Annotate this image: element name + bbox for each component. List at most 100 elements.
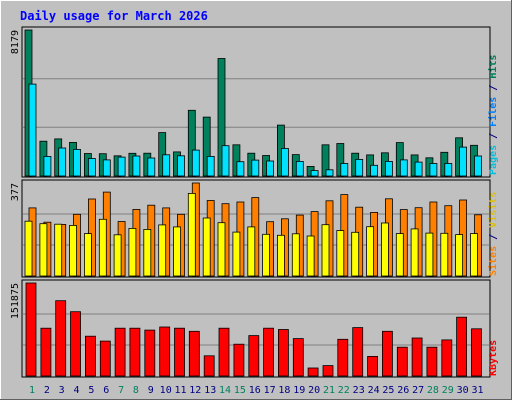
kbytes-bar — [159, 326, 171, 377]
x-axis-day-label: 24 — [368, 385, 380, 396]
files-bar — [177, 155, 185, 177]
files-bar — [221, 145, 230, 177]
files-bar — [399, 159, 408, 177]
visits-bar — [470, 233, 478, 277]
kbytes-panel-legend: KBytes — [488, 340, 499, 376]
kbytes-bar — [70, 311, 81, 377]
files-bar — [43, 155, 52, 177]
kbytes-bar — [456, 316, 468, 377]
x-axis-day-label: 20 — [308, 385, 320, 396]
files-bar — [191, 149, 200, 177]
files-bar — [459, 146, 468, 177]
x-axis-day-label: 29 — [442, 385, 454, 396]
kbytes-bar — [441, 339, 453, 377]
visits-bar — [98, 218, 107, 277]
kbytes-bar — [40, 327, 52, 377]
legend-hits: Hits — [487, 55, 499, 79]
kbytes-bar — [114, 327, 126, 377]
x-axis-day-label: 14 — [219, 385, 231, 396]
x-axis-day-label: 27 — [412, 385, 424, 396]
x-axis-day-label: 2 — [44, 385, 50, 396]
visits-bar — [455, 234, 464, 277]
files-bar — [58, 147, 67, 177]
kbytes-bar — [322, 365, 334, 377]
kbytes-bar — [203, 355, 215, 377]
visits-series-bars — [24, 192, 478, 277]
visits-bar — [173, 226, 181, 277]
kbytes-series-bars — [25, 282, 482, 377]
files-bar — [73, 148, 81, 177]
visits-bar — [54, 223, 63, 277]
legend-sep-1: / — [488, 127, 499, 145]
kbytes-bar — [55, 300, 67, 377]
visits-bar — [24, 220, 33, 277]
legend-visits: Visits — [487, 192, 499, 228]
x-axis-day-label: 18 — [278, 385, 290, 396]
files-bar — [310, 170, 319, 177]
kbytes-bar — [25, 282, 37, 377]
kbytes-bar — [263, 327, 275, 377]
hits-bar — [321, 144, 330, 177]
files-bar — [444, 163, 453, 177]
files-bar — [132, 155, 141, 177]
kbytes-bar — [426, 346, 438, 377]
x-axis-day-label: 23 — [353, 385, 365, 396]
files-bar — [340, 163, 349, 177]
files-bar — [370, 164, 379, 177]
kbytes-bar — [352, 327, 364, 377]
visits-panel-max-label: 377 — [10, 183, 21, 201]
x-axis-day-label: 8 — [133, 385, 139, 396]
files-bar — [206, 155, 215, 177]
files-bar — [28, 83, 37, 177]
visits-bar — [321, 224, 330, 277]
hits-bar — [202, 116, 211, 177]
kbytes-panel-frame — [21, 279, 491, 378]
kbytes-bar — [218, 327, 230, 377]
visits-bar — [84, 233, 92, 277]
x-axis-day-label: 6 — [103, 385, 109, 396]
x-axis-day-label: 7 — [118, 385, 124, 396]
kbytes-bar — [471, 328, 482, 377]
sites-series-bars — [28, 182, 482, 277]
files-series-bars — [28, 83, 482, 177]
x-axis-day-label: 10 — [160, 385, 172, 396]
visits-bar — [276, 234, 285, 277]
hits-bar — [232, 144, 241, 177]
visits-bar — [291, 233, 300, 277]
files-bar — [280, 148, 289, 177]
files-bar — [414, 161, 423, 177]
kbytes-bar — [233, 343, 245, 377]
files-bar — [162, 154, 171, 177]
x-axis-day-label: 30 — [457, 385, 469, 396]
visits-bar — [395, 233, 404, 277]
kbytes-bar — [144, 329, 156, 377]
kbytes-bar — [396, 346, 408, 377]
x-axis-day-label: 21 — [323, 385, 335, 396]
visits-bar — [232, 231, 241, 277]
hits-bar — [395, 142, 404, 177]
files-bar — [251, 159, 260, 177]
visits-bar — [306, 235, 315, 277]
legend-files: Files — [487, 97, 499, 127]
legend-sites: Sites — [487, 246, 499, 276]
x-axis-day-label: 26 — [397, 385, 409, 396]
visits-bar — [217, 222, 226, 277]
x-axis-day-labels: 1 2 3 4 5 6 7 8 9 10 11 12 13 14 15 16 17 18 19 20 21 22 23 24 2… — [29, 385, 484, 396]
x-axis-day-label: 3 — [59, 385, 65, 396]
files-bar — [102, 159, 111, 177]
x-axis-day-label: 25 — [382, 385, 394, 396]
visits-bar — [69, 224, 77, 277]
legend-kbytes: KBytes — [488, 340, 499, 376]
visits-bar — [187, 192, 196, 277]
files-bar — [429, 163, 438, 177]
x-axis-day-label: 17 — [264, 385, 276, 396]
visits-bar — [351, 231, 360, 277]
hits-bar — [336, 143, 345, 177]
files-bar — [325, 169, 334, 177]
x-axis-day-label: 4 — [73, 385, 79, 396]
visits-bar — [158, 224, 167, 277]
x-axis-day-label: 28 — [427, 385, 439, 396]
kbytes-bar — [307, 367, 319, 377]
visits-bar — [247, 226, 256, 277]
